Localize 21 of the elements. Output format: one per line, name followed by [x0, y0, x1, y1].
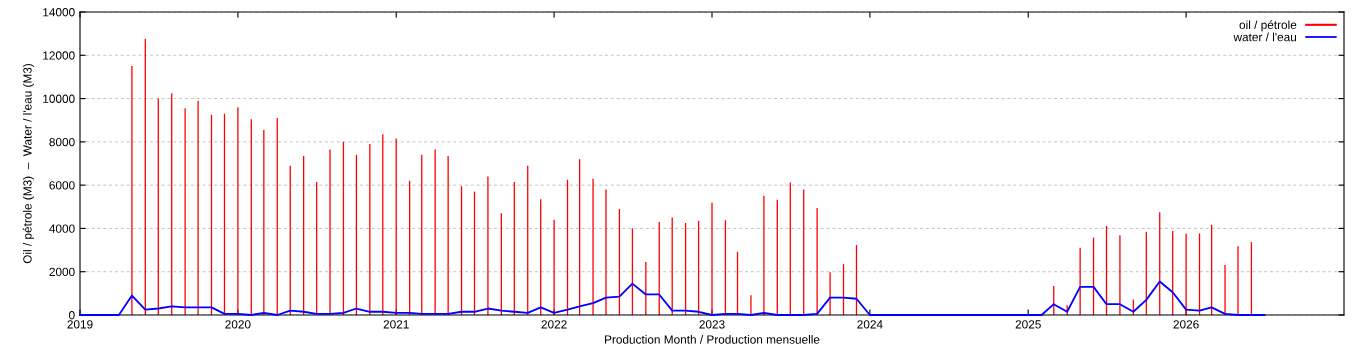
- x-tick-label: 2021: [383, 320, 409, 329]
- x-tick-label: 2025: [1015, 320, 1041, 329]
- x-tick-label: 2024: [857, 320, 883, 329]
- legend-label: water / l'eau: [1233, 32, 1296, 42]
- y-tick-label: 4000: [49, 224, 75, 233]
- y-tick-label: 6000: [49, 181, 75, 190]
- x-tick-label: 2022: [541, 320, 567, 329]
- x-tick-label: 2019: [67, 320, 93, 329]
- x-axis-title: Production Month / Production mensuelle: [605, 335, 820, 344]
- y-tick-label: 2000: [49, 267, 75, 277]
- x-tick-label: 2026: [1173, 320, 1199, 329]
- y-axis-title: Oil / pétrole (M3) – Water / l'eau (M3): [22, 63, 34, 264]
- legend-label: oil / pétrole: [1239, 20, 1297, 32]
- line-series: [79, 280, 1266, 316]
- y-tick-label: 14000: [43, 8, 75, 17]
- y-tick-label: 12000: [43, 51, 75, 60]
- y-tick-label: 0: [69, 311, 75, 320]
- y-tick-label: 10000: [43, 94, 75, 103]
- y-tick-label: 8000: [49, 137, 75, 147]
- x-tick-label: 2023: [699, 320, 725, 329]
- x-tick-label: 2020: [225, 320, 251, 329]
